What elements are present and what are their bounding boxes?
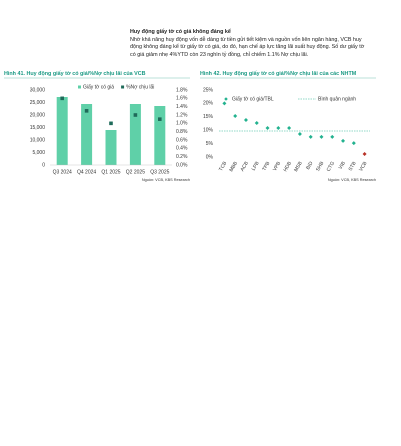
y-tick-label: 5%: [206, 141, 214, 147]
x-tick-label: SHB: [315, 160, 326, 172]
chart-title: Hình 42. Huy động giấy tờ có giá/%Nợ chị…: [200, 70, 357, 77]
y2-tick-label: 1.8%: [176, 87, 188, 93]
x-tick-label: VPB: [272, 160, 283, 172]
header-body: Nhờ khả năng huy động vốn dễ dàng từ tiề…: [130, 36, 365, 58]
point: [362, 152, 367, 157]
y2-tick-label: 0.6%: [176, 137, 188, 143]
y-tick-label: 20%: [203, 101, 214, 107]
bar: [56, 97, 68, 165]
x-tick-label: ACB: [240, 160, 251, 172]
point: [287, 126, 292, 131]
y-tick-label: 0: [42, 162, 45, 168]
source: Nguồn: VCB, KBS Research: [328, 178, 376, 182]
ratio-marker: [84, 109, 89, 113]
ratio-marker: [158, 117, 162, 121]
x-tick-label: STB: [348, 160, 358, 172]
y-tick-label: 5,000: [32, 150, 45, 156]
source: Nguồn: VCB, KBS Research: [142, 178, 190, 182]
y-tick-label: 25%: [203, 87, 214, 93]
y-tick-label: 0%: [206, 154, 214, 160]
x-tick-label: CTG: [326, 161, 337, 173]
y2-tick-label: 0.8%: [176, 129, 188, 135]
point: [276, 126, 281, 131]
x-tick-label: Q1 2025: [101, 169, 120, 175]
x-tick-label: VCB: [358, 160, 369, 172]
y-tick-label: 10,000: [30, 137, 46, 143]
y2-tick-label: 0.0%: [176, 162, 188, 168]
x-tick-label: Q4 2024: [77, 169, 96, 175]
header: Huy động giấy tờ có giá không đáng kể Nh…: [130, 29, 370, 59]
bar: [81, 104, 93, 165]
y-tick-label: 15%: [203, 114, 214, 120]
y-tick-label: 10%: [203, 128, 214, 134]
y-tick-label: 25,000: [30, 100, 46, 106]
point: [265, 126, 270, 131]
bar: [154, 106, 166, 165]
x-tick-label: LPB: [251, 160, 261, 172]
bar: [105, 130, 117, 165]
x-tick-label: Q3 2025: [150, 169, 169, 175]
legend-label: Bình quân ngành: [318, 97, 356, 103]
point: [254, 120, 259, 125]
legend-label: %Nợ chịu lãi: [126, 85, 154, 91]
point: [222, 101, 227, 106]
y2-tick-label: 0.2%: [176, 154, 188, 160]
legend-label: Giấy tờ có giá/TBL: [232, 97, 274, 103]
legend-label: Giấy tờ có giá: [83, 85, 114, 91]
y-tick-label: 30,000: [30, 87, 46, 93]
x-tick-label: TPB: [261, 160, 271, 172]
y2-tick-label: 0.4%: [176, 146, 188, 152]
x-tick-label: Q2 2025: [126, 169, 145, 175]
x-tick-label: VIB: [338, 160, 348, 171]
y-tick-label: 15,000: [30, 125, 46, 131]
y2-tick-label: 1.2%: [176, 112, 188, 118]
point: [341, 138, 346, 143]
legend-swatch: [78, 85, 81, 89]
ratio-marker: [109, 121, 113, 126]
x-tick-label: HDB: [283, 160, 294, 173]
legend-marker: [224, 97, 228, 101]
y-tick-label: 20,000: [30, 112, 46, 118]
chart-title: Hình 41. Huy động giấy tờ có giá/%Nợ chị…: [4, 70, 146, 77]
x-tick-label: MBB: [228, 160, 239, 173]
x-tick-label: Q3 2024: [53, 169, 72, 175]
ratio-marker: [60, 96, 64, 101]
point: [330, 134, 335, 139]
bar: [129, 104, 141, 165]
point: [243, 118, 248, 123]
point: [308, 134, 313, 139]
y2-tick-label: 1.6%: [176, 96, 188, 102]
ratio-marker: [133, 113, 138, 117]
point: [233, 113, 238, 118]
header-title: Huy động giấy tờ có giá không đáng kể: [130, 29, 231, 35]
point: [297, 131, 302, 136]
point: [319, 134, 324, 139]
point: [351, 141, 356, 146]
legend-swatch: [121, 85, 125, 89]
y2-tick-label: 1.0%: [176, 121, 188, 127]
x-tick-label: TCB: [218, 160, 229, 172]
x-tick-label: BID: [305, 160, 315, 171]
x-tick-label: MSB: [293, 160, 304, 173]
y2-tick-label: 1.4%: [176, 104, 188, 110]
